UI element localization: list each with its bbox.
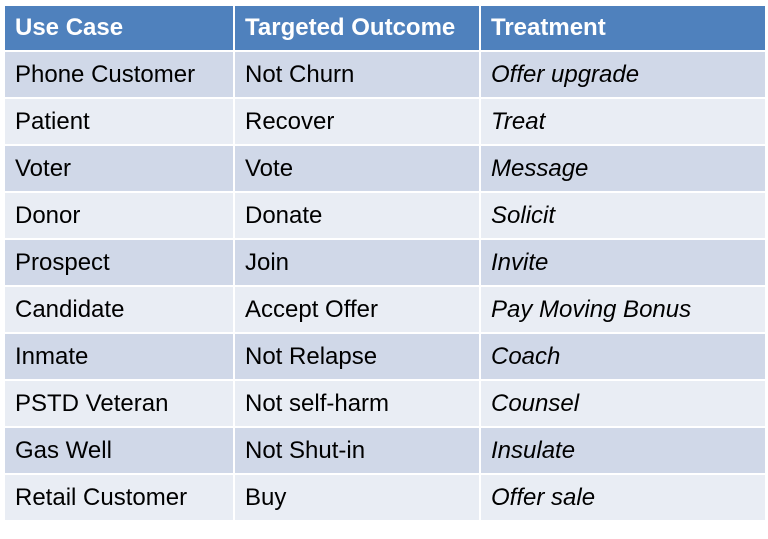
table-cell: Recover — [233, 97, 481, 146]
table-cell: Not self-harm — [233, 379, 481, 428]
table-cell: Not Churn — [233, 50, 481, 99]
table-cell: Voter — [3, 144, 235, 193]
table-cell: Phone Customer — [3, 50, 235, 99]
table-cell: Donate — [233, 191, 481, 240]
table-cell: PSTD Veteran — [3, 379, 235, 428]
table-cell: Not Shut-in — [233, 426, 481, 475]
header-cell: Treatment — [479, 4, 767, 52]
table-cell: Treat — [479, 97, 767, 146]
table-cell: Candidate — [3, 285, 235, 334]
header-cell: Targeted Outcome — [233, 4, 481, 52]
table-row: Voter Vote Message — [3, 144, 767, 193]
header-cell: Use Case — [3, 4, 235, 52]
table-row: Donor Donate Solicit — [3, 191, 767, 240]
table-cell: Join — [233, 238, 481, 287]
table-cell: Insulate — [479, 426, 767, 475]
table-cell: Vote — [233, 144, 481, 193]
table-cell: Patient — [3, 97, 235, 146]
table-row: PSTD Veteran Not self-harm Counsel — [3, 379, 767, 428]
table-cell: Retail Customer — [3, 473, 235, 522]
table-cell: Buy — [233, 473, 481, 522]
table-cell: Offer sale — [479, 473, 767, 522]
table-cell: Counsel — [479, 379, 767, 428]
table-row: Patient Recover Treat — [3, 97, 767, 146]
table-cell: Solicit — [479, 191, 767, 240]
table-row: Retail Customer Buy Offer sale — [3, 473, 767, 522]
table-row: Inmate Not Relapse Coach — [3, 332, 767, 381]
table-cell: Invite — [479, 238, 767, 287]
table-row: Candidate Accept Offer Pay Moving Bonus — [3, 285, 767, 334]
table-cell: Accept Offer — [233, 285, 481, 334]
table-row: Prospect Join Invite — [3, 238, 767, 287]
table-cell: Coach — [479, 332, 767, 381]
table-cell: Not Relapse — [233, 332, 481, 381]
header-row: Use Case Targeted Outcome Treatment — [3, 4, 767, 52]
table-row: Gas Well Not Shut-in Insulate — [3, 426, 767, 475]
table-cell: Inmate — [3, 332, 235, 381]
table-body: Phone Customer Not Churn Offer upgrade Pati… — [3, 50, 767, 522]
table-row: Phone Customer Not Churn Offer upgrade — [3, 50, 767, 99]
table-cell: Pay Moving Bonus — [479, 285, 767, 334]
table-cell: Gas Well — [3, 426, 235, 475]
table-cell: Message — [479, 144, 767, 193]
table: Use Case Targeted Outcome Treatment Phone … — [3, 4, 767, 522]
table-cell: Offer upgrade — [479, 50, 767, 99]
table-cell: Donor — [3, 191, 235, 240]
table-cell: Prospect — [3, 238, 235, 287]
